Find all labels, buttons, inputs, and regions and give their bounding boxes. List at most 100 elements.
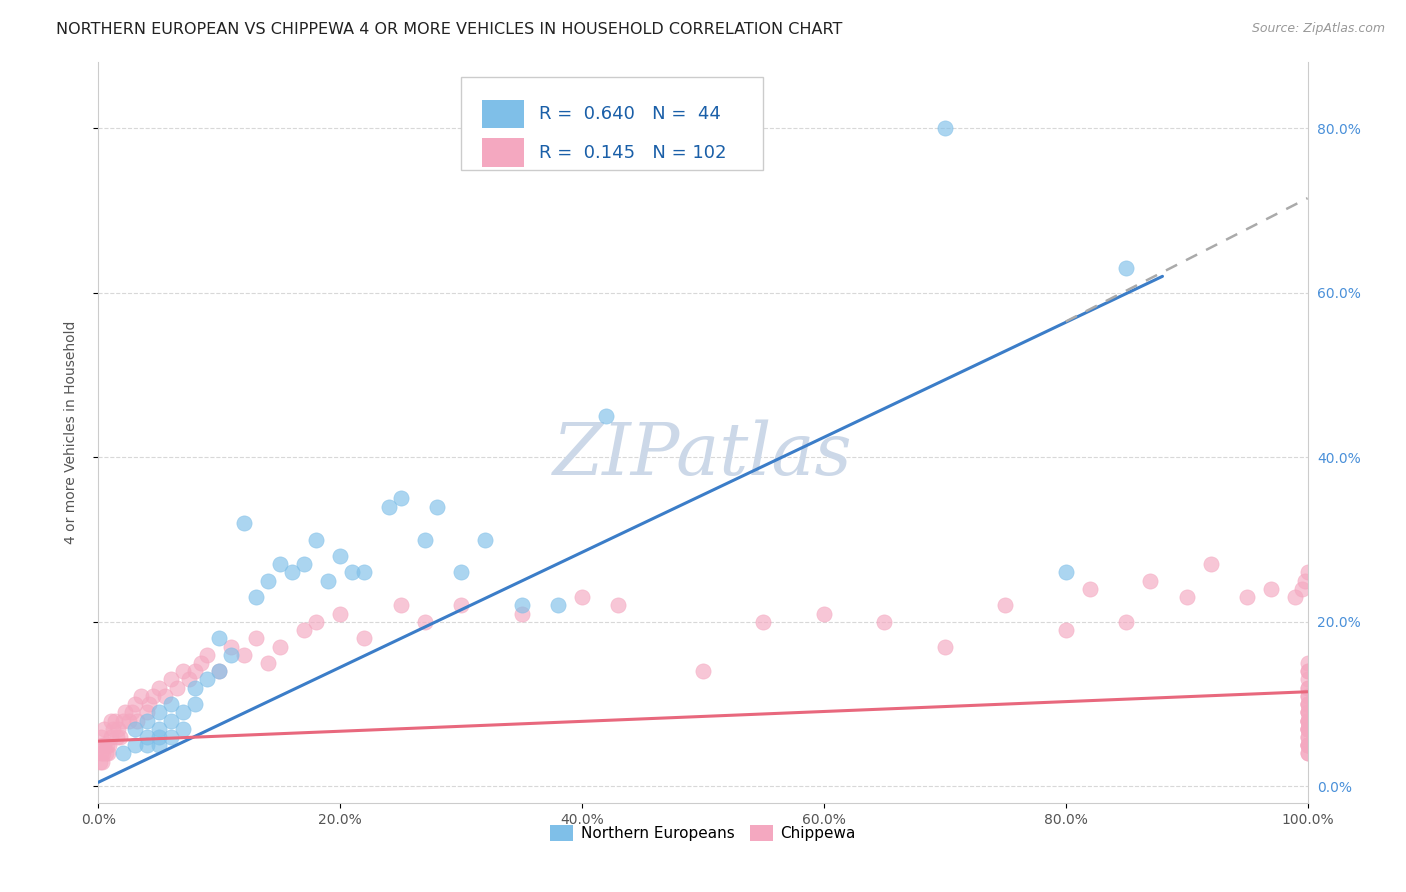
Northern Europeans xyxy=(160,714,183,728)
Chippewa xyxy=(1296,664,1319,678)
Northern Europeans xyxy=(342,566,364,580)
Northern Europeans xyxy=(135,738,157,752)
Chippewa xyxy=(94,747,117,761)
Northern Europeans xyxy=(450,566,472,580)
Chippewa xyxy=(1199,558,1222,572)
Northern Europeans xyxy=(934,121,956,136)
Chippewa xyxy=(245,632,267,646)
Text: Source: ZipAtlas.com: Source: ZipAtlas.com xyxy=(1251,22,1385,36)
Northern Europeans xyxy=(124,738,146,752)
Chippewa xyxy=(93,722,115,736)
Chippewa xyxy=(256,656,278,670)
FancyBboxPatch shape xyxy=(461,78,763,169)
Northern Europeans xyxy=(426,500,449,514)
Northern Europeans xyxy=(111,747,134,761)
Northern Europeans xyxy=(595,409,617,424)
Chippewa xyxy=(1296,722,1319,736)
Chippewa xyxy=(1296,681,1319,695)
Chippewa xyxy=(90,730,112,744)
Text: R =  0.640   N =  44: R = 0.640 N = 44 xyxy=(538,105,720,123)
Chippewa xyxy=(100,714,122,728)
Chippewa xyxy=(221,640,243,654)
Chippewa xyxy=(1296,722,1319,736)
Chippewa xyxy=(305,615,328,629)
Chippewa xyxy=(813,607,835,621)
Northern Europeans xyxy=(135,730,157,744)
Chippewa xyxy=(208,664,231,678)
Chippewa xyxy=(114,706,136,720)
Northern Europeans xyxy=(353,566,375,580)
Northern Europeans xyxy=(256,574,278,588)
Chippewa xyxy=(607,599,630,613)
Northern Europeans xyxy=(413,533,436,547)
Chippewa xyxy=(571,590,593,604)
Chippewa xyxy=(101,722,124,736)
Northern Europeans xyxy=(221,648,243,662)
Chippewa xyxy=(127,714,149,728)
Chippewa xyxy=(353,632,375,646)
Chippewa xyxy=(1078,582,1101,596)
Chippewa xyxy=(1296,722,1319,736)
Chippewa xyxy=(105,730,128,744)
Chippewa xyxy=(90,747,112,761)
Chippewa xyxy=(179,673,201,687)
Chippewa xyxy=(97,747,120,761)
Northern Europeans xyxy=(148,738,170,752)
Chippewa xyxy=(1296,714,1319,728)
Chippewa xyxy=(108,730,131,744)
Chippewa xyxy=(1296,738,1319,752)
Bar xyxy=(482,100,524,128)
Chippewa xyxy=(269,640,291,654)
Chippewa xyxy=(1296,706,1319,720)
Northern Europeans xyxy=(245,590,267,604)
Northern Europeans xyxy=(305,533,328,547)
Chippewa xyxy=(329,607,352,621)
Chippewa xyxy=(1115,615,1137,629)
Northern Europeans xyxy=(329,549,352,563)
Chippewa xyxy=(160,673,183,687)
Northern Europeans xyxy=(1115,261,1137,276)
Northern Europeans xyxy=(316,574,339,588)
Chippewa xyxy=(107,722,129,736)
Chippewa xyxy=(1296,706,1319,720)
Chippewa xyxy=(1296,681,1319,695)
Chippewa xyxy=(1296,722,1319,736)
Northern Europeans xyxy=(281,566,304,580)
Chippewa xyxy=(184,664,207,678)
Bar xyxy=(482,138,524,167)
Text: ZIPatlas: ZIPatlas xyxy=(553,419,853,490)
Chippewa xyxy=(1236,590,1258,604)
Northern Europeans xyxy=(195,673,218,687)
Chippewa xyxy=(1296,673,1319,687)
Northern Europeans xyxy=(292,558,315,572)
Northern Europeans xyxy=(377,500,399,514)
Northern Europeans xyxy=(172,722,194,736)
Chippewa xyxy=(142,689,165,703)
Northern Europeans xyxy=(510,599,533,613)
Chippewa xyxy=(121,706,143,720)
Chippewa xyxy=(124,697,146,711)
Chippewa xyxy=(91,738,114,752)
Chippewa xyxy=(111,714,134,728)
Northern Europeans xyxy=(172,706,194,720)
Chippewa xyxy=(166,681,188,695)
Chippewa xyxy=(1294,574,1316,588)
Northern Europeans xyxy=(135,714,157,728)
Chippewa xyxy=(934,640,956,654)
Chippewa xyxy=(100,730,122,744)
Chippewa xyxy=(450,599,472,613)
Northern Europeans xyxy=(124,722,146,736)
Chippewa xyxy=(1296,697,1319,711)
Chippewa xyxy=(292,623,315,637)
Legend: Northern Europeans, Chippewa: Northern Europeans, Chippewa xyxy=(544,819,862,847)
Chippewa xyxy=(1296,747,1319,761)
Chippewa xyxy=(153,689,176,703)
Chippewa xyxy=(1296,730,1319,744)
Chippewa xyxy=(1260,582,1282,596)
Chippewa xyxy=(1296,714,1319,728)
Chippewa xyxy=(129,689,152,703)
Chippewa xyxy=(1175,590,1198,604)
Chippewa xyxy=(692,664,714,678)
Northern Europeans xyxy=(160,730,183,744)
Chippewa xyxy=(1296,664,1319,678)
